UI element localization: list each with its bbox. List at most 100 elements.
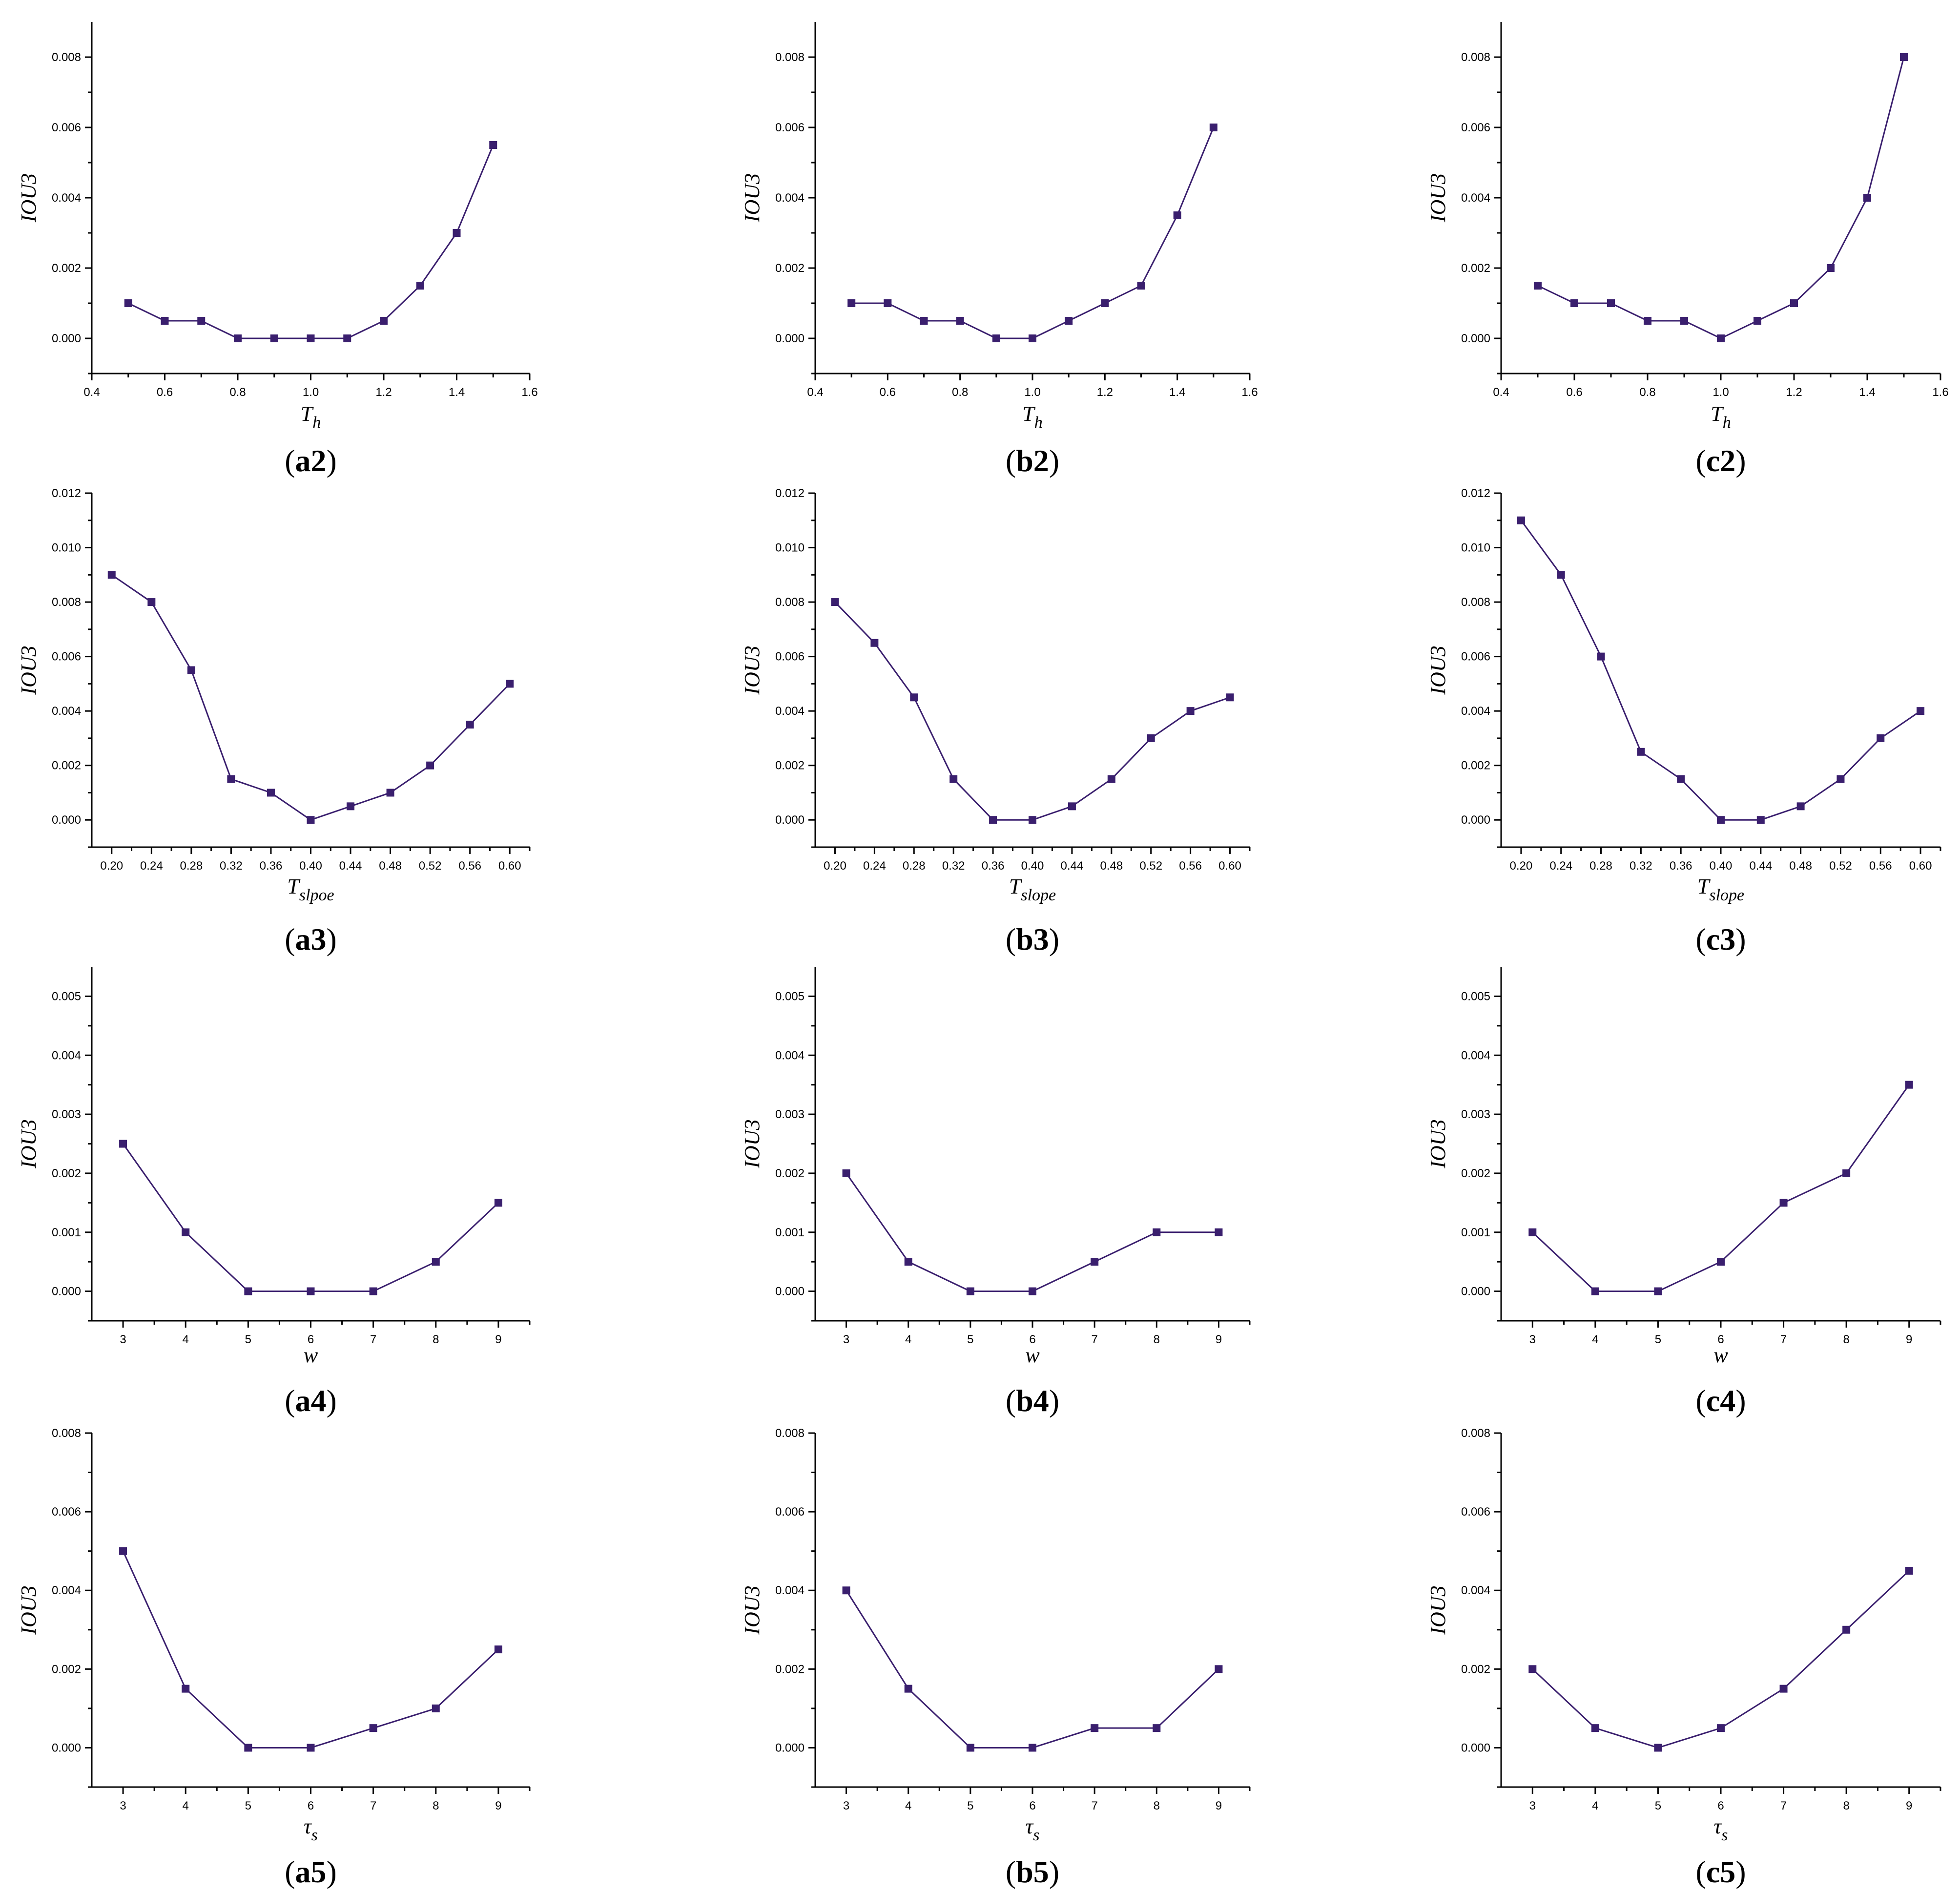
x-tick-label: 3 [120,1799,126,1812]
x-tick-label: 0.40 [299,859,322,873]
panel-label-letter: c3 [1706,922,1735,957]
data-point [1173,211,1181,219]
data-point [1029,1287,1036,1295]
x-axis-label: w [1713,1343,1728,1367]
x-tick-label: 8 [433,1333,439,1346]
panel-label-letter: a4 [295,1383,327,1418]
y-tick-label: 0.005 [1461,990,1490,1003]
panel-label-open: ( [1695,443,1706,478]
y-tick-label: 0.000 [775,813,805,827]
panel-label-close: ) [327,1383,337,1418]
data-point [910,693,918,702]
y-tick-label: 0.004 [775,1584,805,1597]
x-axis-label: w [304,1343,318,1367]
panel-label-open: ( [1006,1854,1016,1889]
chart-panel-a2: 0.000 0.002 0.004 0.006 0.008 0.4 0.6 0.8 1.0 1.2… [17,22,538,478]
data-point [1644,317,1651,325]
data-point [1905,1081,1913,1089]
panel-label-close: ) [1735,443,1746,478]
series-line [128,145,494,339]
data-point [1607,299,1615,307]
panel-label-close: ) [1735,1854,1746,1889]
x-tick-label: 5 [1655,1799,1661,1812]
y-tick-label: 0.004 [52,705,81,718]
y-tick-label: 0.004 [1461,1584,1490,1597]
x-tick-label: 0.28 [180,859,203,873]
data-point [1717,1724,1725,1732]
x-axis-label-main: w [1025,1343,1040,1367]
data-point [1842,1169,1851,1177]
data-point [1068,802,1076,811]
data-point [343,334,351,342]
panel-label-close: ) [1049,922,1059,957]
data-point [1790,299,1798,307]
x-tick-label: 0.8 [229,386,246,399]
data-point [904,1685,912,1693]
panel-label-open: ( [1006,922,1016,957]
data-point [1779,1685,1788,1693]
x-tick-label: 7 [1091,1333,1097,1346]
x-tick-label: 7 [370,1799,376,1812]
x-axis-label: Th [1022,402,1042,432]
x-tick-label: 8 [433,1799,439,1812]
x-tick-label: 4 [905,1799,911,1812]
x-tick-label: 0.44 [1061,859,1084,873]
x-tick-label: 8 [1843,1799,1849,1812]
chart-panel-c3: 0.000 0.002 0.004 0.006 0.008 0.010 0.012 0.20 0… [1426,487,1941,957]
y-axis-label: IOU3 [1426,173,1450,223]
x-tick-label: 7 [1780,1799,1787,1812]
x-axis-label-subscript: s [1721,1826,1728,1844]
x-tick-label: 0.32 [1630,859,1652,873]
series-line [846,1173,1219,1292]
panel-label-letter: b2 [1016,443,1049,478]
x-tick-label: 4 [905,1333,911,1346]
data-point [466,721,474,729]
y-tick-label: 0.001 [1461,1226,1490,1239]
data-point [227,775,235,783]
y-tick-label: 0.002 [52,1167,81,1180]
y-tick-label: 0.003 [1461,1108,1490,1121]
x-tick-label: 0.52 [1139,859,1162,873]
y-tick-label: 0.012 [775,487,805,500]
y-tick-label: 0.002 [775,759,805,772]
x-tick-label: 0.48 [1789,859,1812,873]
y-axis-label: IOU3 [740,173,764,223]
y-tick-label: 0.000 [775,1741,805,1754]
data-point [1029,1744,1036,1752]
data-point [119,1140,127,1148]
x-tick-label: 7 [1091,1799,1097,1812]
x-tick-label: 0.8 [1639,386,1655,399]
y-tick-label: 0.006 [52,650,81,664]
data-point [307,1287,315,1295]
x-tick-label: 5 [245,1799,251,1812]
y-tick-label: 0.001 [52,1226,81,1239]
panel-label-letter: a3 [295,922,327,957]
x-tick-label: 1.6 [1241,386,1258,399]
x-tick-label: 8 [1154,1799,1160,1812]
y-tick-label: 0.008 [52,51,81,64]
y-tick-label: 0.006 [1461,650,1490,664]
x-tick-label: 0.44 [339,859,362,873]
x-tick-label: 0.24 [1549,859,1572,873]
data-point [1591,1724,1599,1732]
data-point [1517,516,1525,524]
data-point [244,1744,252,1752]
x-tick-label: 1.6 [1932,386,1948,399]
x-tick-label: 8 [1154,1333,1160,1346]
panel-label: (b5) [1006,1854,1059,1889]
data-point [1534,282,1542,290]
y-axis-label: IOU3 [740,1585,764,1635]
x-tick-label: 9 [1906,1799,1912,1812]
y-tick-label: 0.004 [1461,705,1490,718]
x-axis-label-main: w [1713,1343,1728,1367]
y-tick-label: 0.008 [1461,1427,1490,1440]
data-point [182,1228,190,1236]
x-tick-label: 0.20 [1510,859,1533,873]
y-tick-label: 0.004 [775,191,805,205]
y-tick-label: 0.006 [52,1505,81,1519]
panel-label: (a5) [285,1854,337,1889]
data-point [1570,299,1578,307]
data-point [369,1287,377,1295]
panel-label-letter: b4 [1016,1383,1049,1418]
x-tick-label: 1.4 [1169,386,1185,399]
